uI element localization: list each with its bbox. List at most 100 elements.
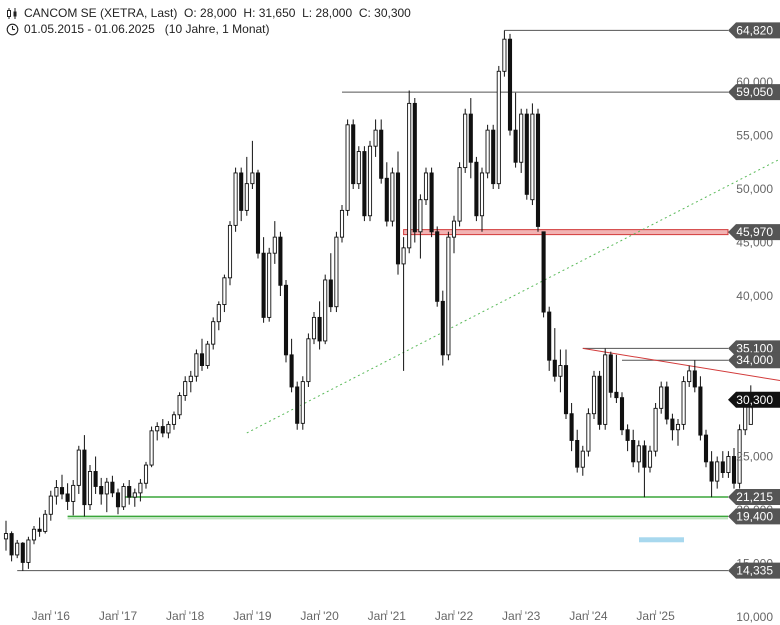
candle[interactable] (591, 370, 597, 420)
candle[interactable] (26, 536, 31, 569)
candle[interactable] (244, 156, 249, 216)
candle[interactable] (222, 274, 227, 313)
candle[interactable] (496, 65, 501, 189)
candle[interactable] (558, 349, 563, 393)
candle[interactable] (43, 510, 48, 534)
candle[interactable] (300, 376, 305, 430)
candle[interactable] (451, 215, 457, 254)
candle[interactable] (653, 403, 658, 457)
candle[interactable] (429, 167, 434, 238)
candle[interactable] (362, 146, 367, 222)
candle[interactable] (82, 435, 87, 517)
candle[interactable] (373, 119, 378, 157)
candle[interactable] (619, 392, 625, 436)
candle[interactable] (664, 381, 669, 425)
candle[interactable] (412, 98, 417, 243)
candle[interactable] (177, 392, 182, 420)
candle[interactable] (239, 167, 244, 222)
candle[interactable] (339, 205, 345, 243)
candle[interactable] (127, 480, 132, 505)
candle[interactable] (513, 92, 518, 168)
candle[interactable] (143, 461, 149, 489)
candle[interactable] (233, 167, 238, 232)
candle[interactable] (104, 477, 109, 513)
candle[interactable] (160, 419, 165, 438)
candle[interactable] (401, 237, 406, 371)
candle[interactable] (563, 349, 569, 420)
candle[interactable] (205, 340, 210, 369)
candle[interactable] (211, 317, 216, 350)
candle[interactable] (575, 429, 580, 473)
candle[interactable] (54, 480, 59, 505)
candle[interactable] (737, 424, 742, 489)
candle[interactable] (485, 124, 490, 179)
candle[interactable] (692, 360, 697, 393)
candle[interactable] (328, 253, 333, 313)
candle[interactable] (507, 33, 513, 136)
candle[interactable] (15, 539, 20, 559)
candle[interactable] (687, 365, 692, 387)
candle[interactable] (3, 520, 9, 551)
candle[interactable] (379, 119, 384, 184)
candle[interactable] (681, 376, 686, 430)
candle[interactable] (76, 445, 81, 494)
candle[interactable] (479, 167, 485, 232)
candle[interactable] (659, 381, 664, 414)
candle[interactable] (474, 156, 479, 222)
candle[interactable] (502, 30, 507, 77)
candle[interactable] (306, 333, 311, 387)
candle[interactable] (138, 478, 143, 502)
candle[interactable] (709, 451, 714, 498)
candle[interactable] (647, 445, 653, 473)
candle[interactable] (580, 445, 585, 476)
candle[interactable] (48, 490, 53, 521)
candle[interactable] (586, 408, 591, 457)
candle[interactable] (614, 354, 619, 403)
candle[interactable] (463, 108, 468, 173)
candle[interactable] (569, 403, 574, 452)
candle[interactable] (149, 426, 154, 468)
candle[interactable] (272, 221, 277, 264)
candle[interactable] (440, 290, 445, 366)
candle[interactable] (446, 231, 451, 361)
candle[interactable] (356, 146, 361, 189)
candle[interactable] (250, 140, 255, 189)
candle[interactable] (255, 169, 261, 259)
candle[interactable] (194, 349, 199, 382)
candle[interactable] (71, 480, 76, 516)
candle[interactable] (87, 465, 93, 510)
candle[interactable] (183, 376, 188, 401)
candle[interactable] (171, 411, 177, 430)
candle[interactable] (278, 231, 283, 296)
candle[interactable] (698, 376, 703, 441)
candle[interactable] (535, 108, 541, 232)
candle[interactable] (99, 477, 104, 505)
candle[interactable] (199, 338, 205, 371)
candle[interactable] (670, 413, 675, 441)
candle[interactable] (731, 447, 737, 489)
candle[interactable] (541, 231, 546, 318)
candle[interactable] (720, 451, 725, 478)
candle[interactable] (311, 312, 317, 345)
candle[interactable] (625, 424, 630, 452)
candle[interactable] (20, 542, 25, 571)
candle[interactable] (65, 483, 70, 510)
candle[interactable] (166, 421, 171, 439)
candle[interactable] (468, 98, 473, 179)
candle[interactable] (642, 440, 647, 498)
candle[interactable] (155, 422, 160, 441)
candle[interactable] (121, 483, 126, 510)
candle[interactable] (675, 419, 681, 446)
candle[interactable] (216, 301, 221, 331)
candle[interactable] (31, 526, 37, 545)
candle[interactable] (390, 167, 395, 227)
candle[interactable] (519, 108, 524, 173)
candle[interactable] (37, 517, 42, 537)
candle[interactable] (552, 328, 557, 382)
candle[interactable] (188, 370, 193, 393)
candle[interactable] (726, 451, 731, 478)
candle[interactable] (530, 103, 535, 206)
candle[interactable] (261, 237, 266, 323)
candle[interactable] (115, 488, 121, 515)
